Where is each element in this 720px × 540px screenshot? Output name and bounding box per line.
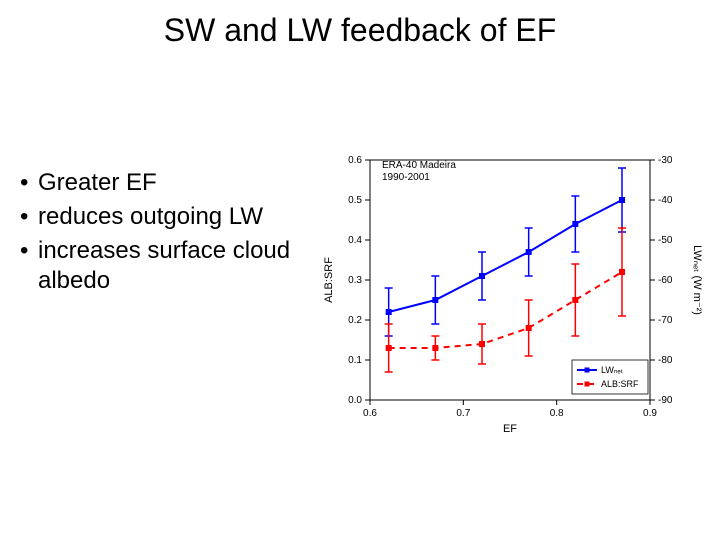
- y-left-tick-label: 0.4: [348, 235, 362, 246]
- x-axis-label: EF: [503, 423, 517, 435]
- x-tick-label: 0.6: [363, 408, 377, 419]
- y-right-tick-label: -90: [658, 395, 673, 406]
- y-right-tick-label: -30: [658, 155, 673, 166]
- chart-svg: 0.6 0.7 0.8 0.9 EF 0.0 0.1 0.2 0.3 0.4 0.5 0.6 ALB:S…: [310, 150, 710, 450]
- bullet-item: increases surface cloud albedo: [20, 236, 300, 296]
- legend-marker: [585, 382, 590, 387]
- legend-label: LWₙₑₜ: [601, 365, 624, 375]
- series-marker: [573, 298, 578, 303]
- y-left-tick-label: 0.5: [348, 195, 362, 206]
- series-marker: [433, 346, 438, 351]
- y-left-tick-label: 0.1: [348, 355, 362, 366]
- chart-annotation: 1990-2001: [382, 172, 430, 183]
- bullet-list: Greater EF reduces outgoing LW increases…: [20, 168, 300, 300]
- x-tick-label: 0.9: [643, 408, 657, 419]
- series-marker: [620, 198, 625, 203]
- chart-annotation: ERA-40 Madeira: [382, 160, 456, 171]
- y-left-tick-label: 0.2: [348, 315, 362, 326]
- y-right-tick-label: -70: [658, 315, 673, 326]
- y-right-tick-label: -80: [658, 355, 673, 366]
- y-right-tick-label: -60: [658, 275, 673, 286]
- y-right-axis-label: LWₙₑₜ (W m⁻²): [691, 245, 703, 315]
- series-line: [389, 200, 622, 312]
- slide-title: SW and LW feedback of EF: [0, 12, 720, 49]
- series-marker: [386, 310, 391, 315]
- bullet-item: reduces outgoing LW: [20, 202, 300, 232]
- series-line: [389, 272, 622, 348]
- series-marker: [526, 326, 531, 331]
- series-marker: [526, 250, 531, 255]
- series-marker: [386, 346, 391, 351]
- y-left-tick-label: 0.6: [348, 155, 362, 166]
- y-left-axis-label: ALB:SRF: [323, 257, 335, 303]
- series-marker: [573, 222, 578, 227]
- series-marker: [433, 298, 438, 303]
- series-marker: [620, 270, 625, 275]
- feedback-chart: 0.6 0.7 0.8 0.9 EF 0.0 0.1 0.2 0.3 0.4 0.5 0.6 ALB:S…: [310, 150, 710, 450]
- bullet-item: Greater EF: [20, 168, 300, 198]
- legend-label: ALB:SRF: [601, 379, 639, 389]
- y-left-tick-label: 0.0: [348, 395, 362, 406]
- series-marker: [480, 342, 485, 347]
- x-tick-label: 0.8: [550, 408, 564, 419]
- y-right-tick-label: -40: [658, 195, 673, 206]
- y-left-tick-label: 0.3: [348, 275, 362, 286]
- x-tick-label: 0.7: [456, 408, 470, 419]
- legend-marker: [585, 368, 590, 373]
- y-right-tick-label: -50: [658, 235, 673, 246]
- series-marker: [480, 274, 485, 279]
